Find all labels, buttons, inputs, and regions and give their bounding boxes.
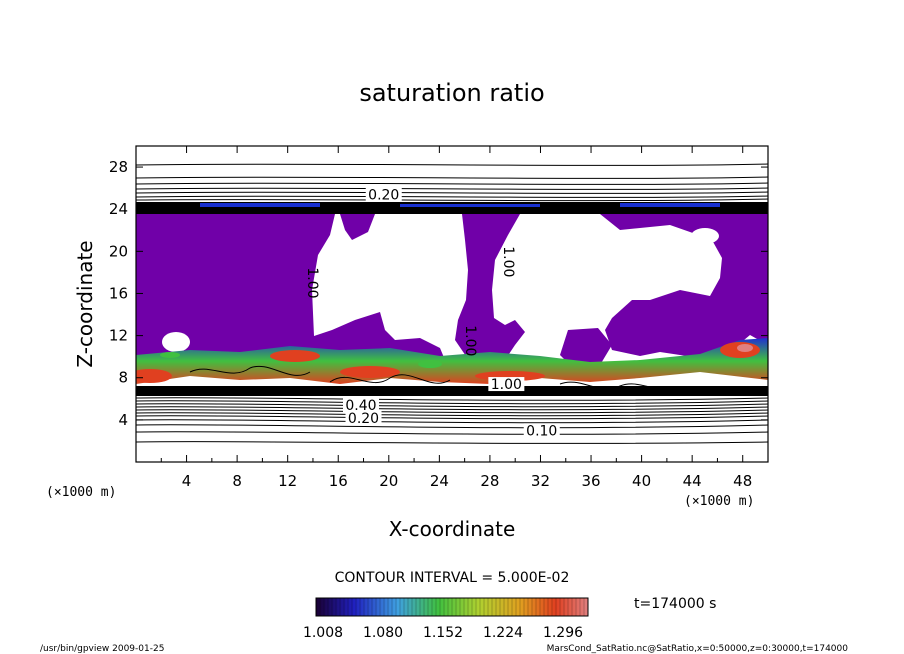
contour-label-background bbox=[365, 187, 402, 202]
plot-area bbox=[136, 146, 768, 462]
colorbar-label: 1.224 bbox=[483, 625, 523, 641]
saturated-region bbox=[600, 214, 768, 360]
contour-label: 0.40 bbox=[345, 398, 376, 414]
x-tick-label: 36 bbox=[581, 472, 600, 490]
y-axis-title: Z-coordinate bbox=[73, 240, 97, 367]
y-axis: 4 8 12 16 20 24 28 bbox=[109, 158, 768, 429]
contour-interval-text: CONTOUR INTERVAL = 5.000E-02 bbox=[335, 570, 570, 586]
contour-lines bbox=[136, 163, 768, 444]
contour-label: 0.10 bbox=[526, 423, 557, 439]
saturated-region bbox=[560, 328, 612, 370]
y-tick-label: 4 bbox=[118, 411, 128, 429]
contour-label: 0.20 bbox=[348, 411, 379, 427]
colorbar-label: 1.080 bbox=[363, 625, 403, 641]
y-tick-label: 28 bbox=[109, 158, 128, 176]
colorbar-label: 1.008 bbox=[303, 625, 343, 641]
contour-label: 1.00 bbox=[304, 267, 320, 298]
footer-left: /usr/bin/gpview 2009-01-25 bbox=[40, 644, 164, 654]
x-tick-label: 12 bbox=[278, 472, 297, 490]
x-tick-label: 28 bbox=[480, 472, 499, 490]
y-tick-label: 12 bbox=[109, 327, 128, 345]
x-tick-label: 44 bbox=[683, 472, 702, 490]
contour-label-background bbox=[342, 398, 379, 413]
x-tick-label: 4 bbox=[182, 472, 192, 490]
colorbar-label: 1.296 bbox=[543, 625, 583, 641]
contour-label-background bbox=[345, 410, 382, 425]
contour-labels: 0.201.001.001.001.000.200.400.10 bbox=[304, 187, 560, 439]
x-unit-label: (×1000 m) bbox=[684, 494, 754, 509]
y-tick-label: 16 bbox=[109, 284, 128, 302]
colorbar-label: 1.152 bbox=[423, 625, 463, 641]
footer-right: MarsCond_SatRatio.nc@SatRatio,x=0:50000,… bbox=[547, 644, 849, 654]
contour-label: 0.20 bbox=[368, 187, 399, 203]
contour-label: 1.00 bbox=[500, 246, 516, 277]
x-axis-title: X-coordinate bbox=[389, 517, 516, 541]
contour-label: 1.00 bbox=[491, 377, 522, 393]
high-saturation-band bbox=[136, 338, 768, 384]
saturated-region bbox=[340, 214, 375, 240]
x-tick-label: 20 bbox=[379, 472, 398, 490]
contour-label-background bbox=[523, 423, 560, 438]
plot-frame bbox=[135, 145, 769, 463]
x-tick-label: 16 bbox=[329, 472, 348, 490]
saturated-region bbox=[136, 214, 445, 360]
x-tick-label: 24 bbox=[430, 472, 449, 490]
time-text: t=174000 s bbox=[634, 596, 716, 612]
saturated-region bbox=[455, 214, 525, 362]
contour-label-background bbox=[488, 377, 525, 392]
chart-title: saturation ratio bbox=[359, 79, 544, 107]
y-unit-label: (×1000 m) bbox=[46, 485, 116, 500]
y-tick-label: 8 bbox=[118, 369, 128, 387]
y-tick-label: 24 bbox=[109, 200, 128, 218]
x-axis: 4 8 12 16 20 24 28 32 36 40 44 48 bbox=[160, 146, 752, 490]
x-tick-label: 8 bbox=[232, 472, 242, 490]
x-tick-label: 40 bbox=[632, 472, 651, 490]
x-tick-label: 32 bbox=[531, 472, 550, 490]
colorbar: 1.008 1.080 1.152 1.224 1.296 bbox=[303, 597, 589, 641]
contour-label: 1.00 bbox=[462, 325, 478, 356]
x-tick-label: 48 bbox=[733, 472, 752, 490]
y-tick-label: 20 bbox=[109, 242, 128, 260]
